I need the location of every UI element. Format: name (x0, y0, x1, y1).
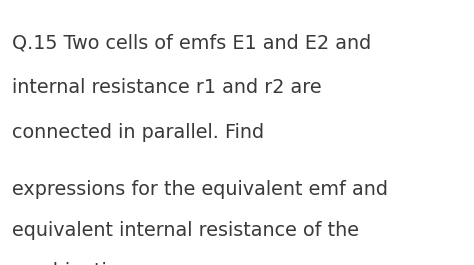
Text: combination.: combination. (12, 262, 137, 265)
Text: internal resistance r1 and r2 are: internal resistance r1 and r2 are (12, 78, 321, 97)
Text: Q.15 Two cells of emfs E1 and E2 and: Q.15 Two cells of emfs E1 and E2 and (12, 33, 371, 52)
Text: connected in parallel. Find: connected in parallel. Find (12, 123, 264, 142)
Text: equivalent internal resistance of the: equivalent internal resistance of the (12, 221, 359, 240)
Text: expressions for the equivalent emf and: expressions for the equivalent emf and (12, 180, 388, 199)
